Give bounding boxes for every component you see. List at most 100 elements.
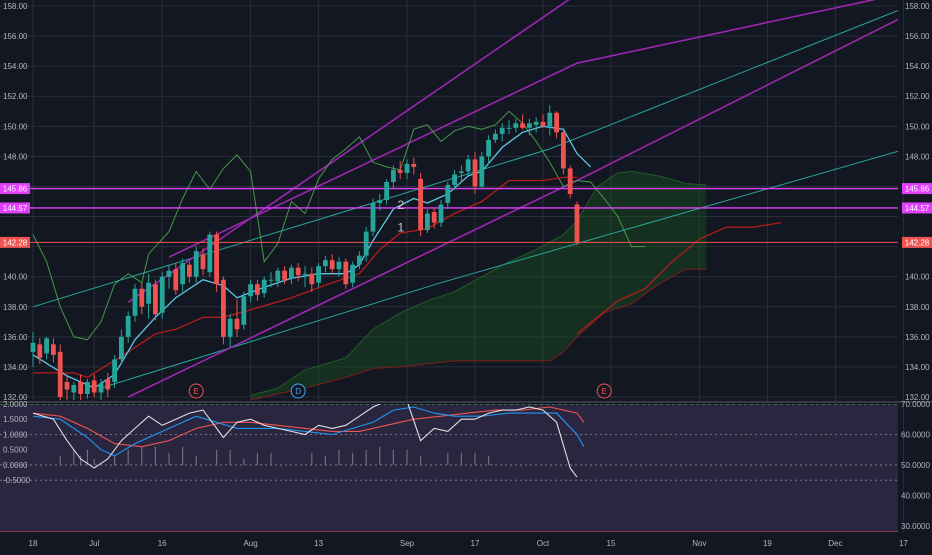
channel-middle	[168, 0, 877, 258]
price-tick-left: 132.00	[3, 393, 28, 402]
osc-tick-left: 0.5000	[3, 446, 28, 455]
level-tag-label: 145.86	[3, 185, 28, 194]
level-tag	[0, 202, 30, 214]
candle-body	[105, 378, 111, 390]
candle-body	[51, 344, 56, 355]
price-tick-right: 134.00	[905, 363, 930, 372]
event-marker-dividend	[290, 383, 306, 399]
osc-tick-left: -0.5000	[3, 476, 31, 485]
event-marker-earnings-label: E	[602, 387, 607, 396]
candle-body	[520, 123, 525, 128]
candle-body	[139, 288, 145, 307]
candle-body	[98, 383, 104, 393]
osc-band	[0, 404, 898, 532]
time-tick-label: 13	[314, 539, 323, 548]
candle-body	[336, 261, 342, 270]
price-tick-right: 154.00	[905, 62, 930, 71]
price-tick-left: 156.00	[3, 32, 28, 41]
time-tick-label: 15	[607, 539, 616, 548]
price-tick-right: 150.00	[905, 122, 930, 131]
candle-body	[112, 359, 117, 382]
senkou-line	[576, 222, 782, 335]
price-tick-left: 158.00	[3, 2, 28, 11]
candle-body	[329, 260, 335, 270]
candle-body	[445, 184, 451, 204]
candle-body	[438, 204, 444, 223]
time-tick-label: 19	[763, 539, 772, 548]
candle-body	[499, 127, 505, 134]
level-tag-label: 144.57	[3, 204, 28, 213]
candle-body	[289, 267, 294, 279]
candle-body	[486, 139, 491, 157]
candle-body	[44, 338, 49, 354]
time-tick-label: Jul	[89, 539, 99, 548]
candle-body	[153, 284, 158, 315]
candle-body	[85, 381, 90, 394]
candle-body	[493, 133, 498, 140]
osc-tick-left: 2.0000	[3, 400, 28, 409]
candle-body	[391, 169, 396, 182]
osc-tick-left: 0.0000	[3, 461, 28, 470]
wave-label-2: 2	[397, 198, 404, 212]
osc-tick-right: 30.0000	[901, 522, 930, 531]
osc-tick-left: 1.5000	[3, 415, 28, 424]
cloud-span-b	[250, 268, 707, 400]
candle-body	[30, 342, 36, 352]
candle-body	[302, 273, 308, 275]
osc-main-line	[32, 406, 585, 457]
time-tick-label: 17	[899, 539, 908, 548]
price-tick-right: 132.00	[905, 393, 930, 402]
candle-body	[221, 279, 226, 337]
candle-body	[309, 273, 315, 285]
candle-body	[547, 112, 553, 127]
candle-body	[357, 255, 362, 265]
level-tag-label: 142.28	[3, 238, 28, 247]
level-tag	[902, 183, 932, 195]
candle-body	[275, 270, 281, 282]
time-tick-label: Oct	[537, 539, 550, 548]
price-tick-left: 134.00	[3, 363, 28, 372]
candle-body	[37, 344, 43, 358]
candle-body	[173, 269, 179, 291]
candle-body	[159, 276, 165, 313]
candle-body	[57, 351, 63, 397]
price-tick-left: 154.00	[3, 62, 28, 71]
level-tag-label: 142.28	[905, 238, 930, 247]
candle-body	[574, 204, 580, 243]
level-tag-label: 145.86	[905, 185, 930, 194]
candle-body	[350, 264, 355, 283]
price-tick-left: 136.00	[3, 333, 28, 342]
candle-body	[248, 284, 253, 297]
wave-label-1: 1	[397, 221, 404, 235]
osc-tick-right: 40.0000	[901, 491, 930, 500]
level-tag	[902, 236, 932, 248]
candle-body	[323, 260, 328, 267]
price-tick-left: 138.00	[3, 303, 28, 312]
trendline-lower	[100, 150, 898, 389]
osc-tick-right: 60.0000	[901, 430, 930, 439]
candle-body	[425, 213, 430, 231]
level-tag	[0, 183, 30, 195]
candle-body	[363, 231, 369, 256]
time-tick-label: Sep	[400, 539, 415, 548]
candle-body	[214, 234, 219, 285]
candle-body	[554, 112, 559, 133]
candle-body	[282, 270, 287, 280]
chikou-line	[32, 110, 645, 341]
candle-body	[540, 121, 546, 127]
candle-body	[459, 171, 464, 173]
candle-body	[418, 178, 423, 231]
candle-body	[513, 123, 519, 128]
time-tick-label: 16	[158, 539, 167, 548]
candle-body	[64, 381, 70, 390]
oscillator-pane	[0, 404, 898, 532]
candle-body	[411, 163, 417, 167]
price-tick-right: 148.00	[905, 152, 930, 161]
candle-body	[234, 318, 240, 330]
osc-fast-line	[32, 404, 578, 478]
osc-tick-right: 50.0000	[901, 461, 930, 470]
price-tick-left: 152.00	[3, 92, 28, 101]
candle-body	[527, 123, 532, 128]
